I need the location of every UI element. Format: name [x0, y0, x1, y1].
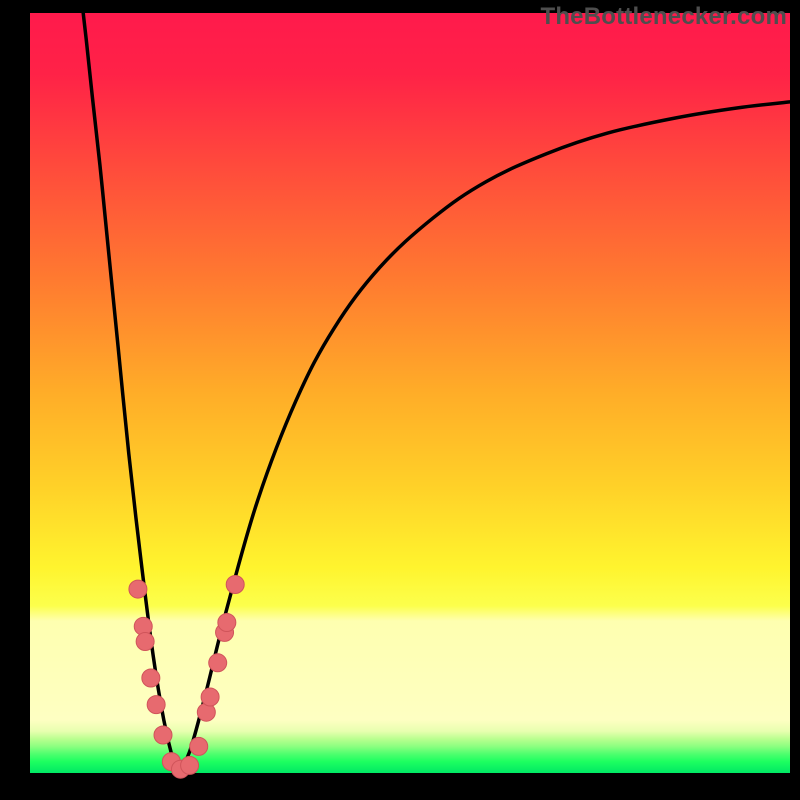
data-marker [181, 756, 199, 774]
data-marker [190, 737, 208, 755]
data-marker [142, 669, 160, 687]
data-marker [129, 580, 147, 598]
data-marker [201, 688, 219, 706]
data-marker [147, 696, 165, 714]
data-marker [218, 614, 236, 632]
data-marker [136, 633, 154, 651]
curve-left-branch [83, 13, 178, 773]
chart-svg [0, 0, 800, 800]
curve-right-branch [178, 102, 790, 773]
data-marker [154, 726, 172, 744]
data-marker [209, 654, 227, 672]
data-marker [226, 576, 244, 594]
chart-frame: TheBottlenecker.com [0, 0, 800, 800]
watermark-text: TheBottlenecker.com [540, 3, 787, 31]
